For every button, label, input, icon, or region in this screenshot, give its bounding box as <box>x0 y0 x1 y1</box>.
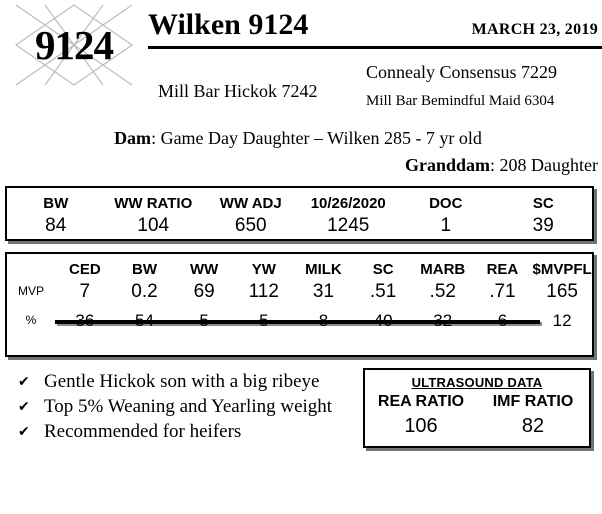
table-row: 84 104 650 1245 1 39 <box>7 211 592 239</box>
title-area: Wilken 9124 MARCH 23, 2019 <box>148 8 602 49</box>
ultrasound-panel: ULTRASOUND DATA REA RATIO IMF RATIO 106 … <box>363 368 591 448</box>
check-icon: ✔ <box>18 423 30 440</box>
sire-name: Mill Bar Hickok 7242 <box>158 81 318 101</box>
page-title: Wilken 9124 <box>148 8 309 41</box>
highlight-text: Recommended for heifers <box>44 420 242 442</box>
check-icon: ✔ <box>18 398 30 415</box>
list-item: ✔ Gentle Hickok son with a big ribeye <box>18 370 348 394</box>
epd-pct-cell: 12 <box>552 310 572 330</box>
dam-line: Dam: Game Day Daughter – Wilken 285 - 7 … <box>0 128 596 149</box>
ultrasound-value-cell: 82 <box>521 415 545 437</box>
epd-value-cell: .51 <box>369 280 397 302</box>
epd-header-cell: BW <box>131 261 157 278</box>
epd-pct-label: % <box>25 313 37 327</box>
table-row: 106 82 <box>365 413 589 439</box>
performance-table: BW WW RATIO WW ADJ 10/26/2020 DOC SC 84 … <box>5 186 594 241</box>
perf-value-cell: 1 <box>440 214 452 236</box>
perf-header-cell: WW RATIO <box>114 195 193 212</box>
list-item: ✔ Recommended for heifers <box>18 420 348 444</box>
epd-value-cell: 69 <box>193 280 215 302</box>
ultrasound-header-cell: REA RATIO <box>377 393 465 410</box>
table-row-headers: BW WW RATIO WW ADJ 10/26/2020 DOC SC <box>7 188 592 211</box>
perf-header-cell: DOC <box>429 195 463 212</box>
perf-header-cell: BW <box>43 195 69 212</box>
sire-dam-name: Mill Bar Bemindful Maid 6304 <box>366 93 555 109</box>
perf-value-cell: 104 <box>137 214 170 236</box>
granddam-value: : 208 Daughter <box>490 155 598 175</box>
epd-value-cell: 165 <box>546 280 578 302</box>
epd-value-cell: .52 <box>429 280 456 302</box>
granddam-label: Granddam <box>404 155 491 175</box>
perf-value-cell: 84 <box>45 214 67 236</box>
perf-value-cell: 39 <box>532 214 554 236</box>
epd-value-cell: 112 <box>248 280 279 302</box>
perf-value-cell: 1245 <box>327 214 370 236</box>
epd-value-cell: 0.2 <box>131 280 158 302</box>
epd-header-cell: REA <box>486 261 519 278</box>
lot-number: 9124 <box>35 22 114 68</box>
perf-header-cell: WW ADJ <box>219 195 282 212</box>
epd-header-cell: SC <box>372 261 394 278</box>
epd-header-cell: WW <box>189 261 219 278</box>
epd-value-cell: 7 <box>79 280 91 302</box>
table-row-headers: CED BW WW YW MILK SC MARB REA $MVPFL <box>7 254 592 277</box>
brand-logo: 9124 <box>4 2 144 88</box>
highlight-text: Gentle Hickok son with a big ribeye <box>44 371 320 392</box>
catalog-header: 9124 Wilken 9124 MARCH 23, 2019 Mill Bar… <box>0 0 602 180</box>
epd-value-cell: 31 <box>312 280 335 302</box>
sale-date: MARCH 23, 2019 <box>471 21 598 38</box>
epd-header-cell: YW <box>251 261 276 278</box>
title-divider <box>148 46 602 49</box>
table-row: MVP 7 0.2 69 112 31 .51 .52 .71 165 <box>7 277 592 305</box>
epd-grid: CED BW WW YW MILK SC MARB REA $MVPFL MVP… <box>7 254 592 335</box>
ultrasound-title: ULTRASOUND DATA <box>411 375 543 390</box>
dam-label: Dam <box>114 128 152 148</box>
perf-value-cell: 650 <box>234 214 267 236</box>
diamond-lattice-icon <box>14 4 134 86</box>
epd-header-cell: CED <box>68 261 101 278</box>
ultrasound-grid: REA RATIO IMF RATIO 106 82 <box>365 391 589 439</box>
check-icon: ✔ <box>18 374 30 390</box>
dam-value: : Game Day Daughter – Wilken 285 - 7 yr … <box>151 128 482 148</box>
epd-corner-cell <box>7 254 55 277</box>
list-item: ✔ Top 5% Weaning and Yearling weight <box>18 395 348 419</box>
perf-header-cell: 10/26/2020 <box>310 195 386 212</box>
perf-header-cell: SC <box>532 195 554 212</box>
epd-separator-rule <box>55 320 540 324</box>
epd-header-cell: MARB <box>420 261 466 278</box>
pedigree-block: Mill Bar Hickok 7242 Connealy Consensus … <box>148 62 602 120</box>
epd-row-label: MVP <box>17 284 44 298</box>
epd-table: CED BW WW YW MILK SC MARB REA $MVPFL MVP… <box>5 252 594 357</box>
ultrasound-value-cell: 106 <box>404 415 438 437</box>
performance-grid: BW WW RATIO WW ADJ 10/26/2020 DOC SC 84 … <box>7 188 592 239</box>
highlights-list: ✔ Gentle Hickok son with a big ribeye ✔ … <box>18 370 348 444</box>
table-row-headers: REA RATIO IMF RATIO <box>365 391 589 413</box>
ultrasound-header-cell: IMF RATIO <box>492 393 574 410</box>
granddam-line: Granddam: 208 Daughter <box>0 155 598 176</box>
highlight-text: Top 5% Weaning and Yearling weight <box>44 395 333 417</box>
epd-value-cell: .71 <box>489 280 516 302</box>
epd-header-cell: $MVPFL <box>532 261 592 278</box>
sire-sire-name: Connealy Consensus 7229 <box>366 62 557 82</box>
epd-header-cell: MILK <box>305 261 342 278</box>
